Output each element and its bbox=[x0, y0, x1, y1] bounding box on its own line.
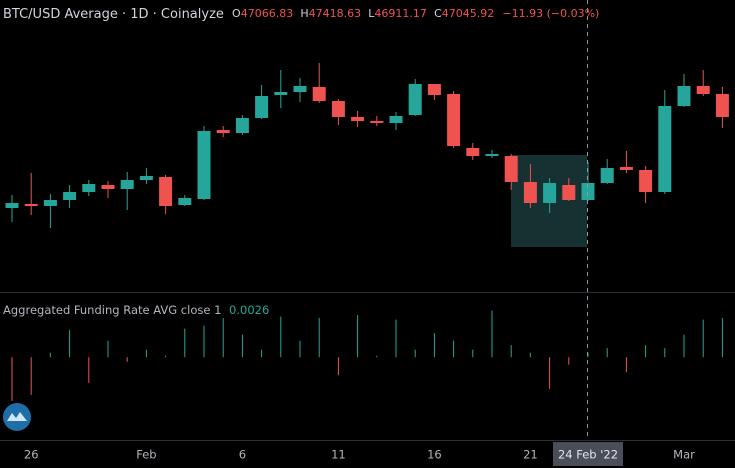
candle-body bbox=[523, 182, 537, 203]
candle-body bbox=[312, 87, 326, 101]
candle-body bbox=[639, 170, 653, 192]
logo bbox=[3, 403, 31, 431]
ohlc-value: 47066.83 bbox=[241, 7, 294, 20]
candle-body bbox=[216, 130, 230, 133]
ohlc-value: 47418.63 bbox=[309, 7, 362, 20]
candle-body bbox=[139, 176, 153, 180]
x-tick-label: 21 bbox=[523, 448, 538, 462]
candle-body bbox=[389, 116, 403, 123]
candle-body bbox=[466, 148, 480, 156]
candle-body bbox=[543, 183, 557, 203]
candle-body bbox=[255, 96, 269, 118]
candle-body bbox=[504, 156, 518, 182]
candle-body bbox=[370, 121, 384, 123]
crosshair-label: 24 Feb '22 bbox=[558, 448, 618, 462]
ohlc-label: C bbox=[434, 7, 442, 20]
ohlc-value: 47045.92 bbox=[442, 7, 495, 20]
candle-body bbox=[101, 185, 115, 189]
ohlc-label: O bbox=[232, 7, 241, 20]
candle-body bbox=[351, 117, 365, 121]
candle-body bbox=[408, 84, 422, 115]
candle-body bbox=[331, 101, 345, 117]
candle-body bbox=[658, 106, 672, 192]
candle-body bbox=[43, 200, 57, 206]
candle-body bbox=[120, 180, 134, 189]
indicator-legend: Aggregated Funding Rate AVG close 1 0.00… bbox=[3, 303, 269, 317]
x-tick-label: 11 bbox=[331, 448, 346, 462]
header: BTC/USD Average · 1D · Coinalyze O47066.… bbox=[3, 7, 599, 22]
candle-body bbox=[677, 86, 691, 106]
crosshair-label-box bbox=[553, 442, 623, 466]
indicator-value: 0.0026 bbox=[229, 303, 269, 317]
x-tick-label: 26 bbox=[24, 448, 39, 462]
candle-body bbox=[600, 168, 614, 183]
x-tick-label: Mar bbox=[673, 448, 695, 462]
candle-body bbox=[447, 94, 461, 146]
candle-body bbox=[485, 154, 499, 156]
candle-body bbox=[562, 185, 576, 200]
x-tick-label: Feb bbox=[136, 448, 156, 462]
ohlc-value: 46911.17 bbox=[374, 7, 427, 20]
x-tick-label: 16 bbox=[427, 448, 442, 462]
candle-body bbox=[24, 204, 38, 206]
marks bbox=[5, 63, 729, 401]
candle-body bbox=[715, 94, 729, 117]
x-tick-label: 6 bbox=[239, 448, 246, 462]
candle-body bbox=[235, 118, 249, 133]
candle-body bbox=[696, 86, 710, 94]
change: −11.93 (−0.03%) bbox=[502, 7, 599, 20]
candle-body bbox=[427, 84, 441, 95]
candle-body bbox=[63, 192, 77, 200]
ohlc-label: H bbox=[300, 7, 308, 20]
candle-body bbox=[5, 203, 19, 208]
candle-body bbox=[178, 198, 192, 205]
ohlc-label: L bbox=[368, 7, 375, 20]
candle-body bbox=[581, 183, 595, 200]
candle-body bbox=[159, 177, 173, 206]
candle-body bbox=[274, 92, 288, 95]
candle-body bbox=[293, 86, 307, 92]
candle-body bbox=[197, 131, 211, 199]
header-title: BTC/USD Average · 1D · Coinalyze bbox=[3, 7, 224, 22]
indicator-title: Aggregated Funding Rate AVG close 1 bbox=[3, 303, 221, 317]
candle-body bbox=[619, 167, 633, 170]
x-axis: 26 Feb 6 11 16 21 Mar 24 Feb '22 bbox=[24, 442, 695, 466]
candle-body bbox=[82, 184, 96, 192]
